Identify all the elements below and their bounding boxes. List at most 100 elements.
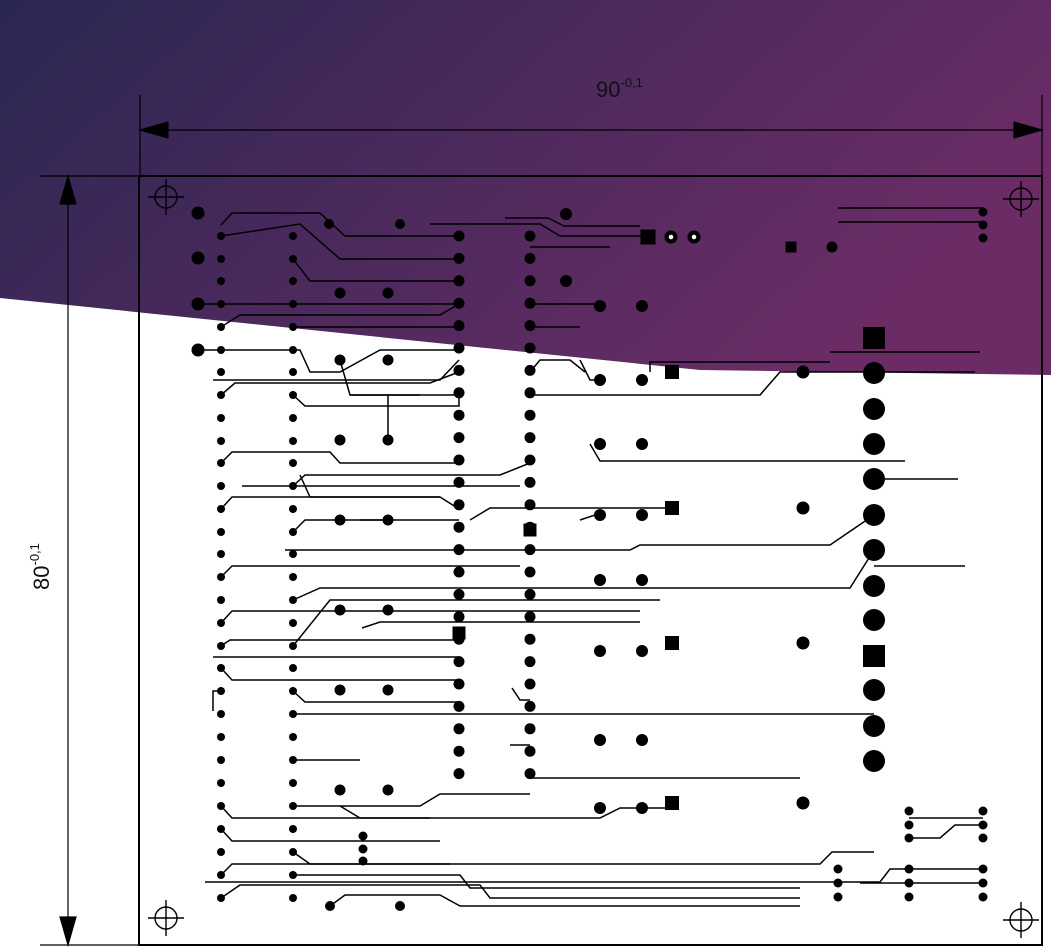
header-pad (833, 864, 843, 874)
header-pad (904, 864, 914, 874)
resistor-pad (289, 482, 297, 490)
connector-pad (191, 343, 205, 357)
component-pad (636, 509, 648, 521)
resistor-pad (289, 232, 297, 240)
arrowhead-icon (59, 916, 77, 948)
component-pad (636, 734, 648, 746)
resistor-pad (289, 437, 297, 445)
trace (293, 874, 800, 889)
component-pad (358, 844, 368, 854)
resistor-pad (289, 550, 297, 558)
trace (292, 258, 459, 282)
header-pad (453, 745, 465, 757)
header-pad (524, 364, 536, 376)
header-gradient-banner (0, 0, 1051, 375)
trace (293, 793, 530, 807)
trace (220, 565, 520, 578)
trace (292, 690, 459, 703)
connector-pad (863, 398, 885, 420)
resistor-pad (289, 346, 297, 354)
resistor-pad (289, 505, 297, 513)
component-pad (382, 784, 394, 796)
header-pad (453, 409, 465, 421)
trace (220, 610, 640, 624)
height-dimension (40, 173, 140, 948)
trace (469, 507, 672, 521)
crosshair-mount-hole-icon (148, 179, 184, 215)
resistor-pad (217, 550, 225, 558)
header-pad (453, 432, 465, 444)
ring-pad-hole (691, 234, 697, 240)
resistor-pad (289, 871, 297, 879)
component-pad (636, 374, 648, 386)
connector-pad (191, 206, 205, 220)
header-pad (524, 454, 536, 466)
connector-pad (863, 750, 885, 772)
component-pad (395, 901, 405, 911)
ring-pad-hole (668, 234, 674, 240)
component-pad (560, 208, 572, 220)
header-pad (453, 275, 465, 287)
resistor-pad (217, 300, 225, 308)
component-pad (382, 287, 394, 299)
height-dimension-label: 80-0,1 (27, 543, 54, 590)
trace (530, 371, 975, 396)
resistor-pad (217, 619, 225, 627)
connector-pad (863, 362, 885, 384)
trace (339, 805, 672, 819)
component-pad (382, 684, 394, 696)
resistor-pad (217, 710, 225, 718)
mounting-holes (148, 179, 1039, 938)
header-pad (524, 656, 536, 668)
header-pad (453, 252, 465, 264)
trace (220, 639, 459, 647)
resistor-pad (289, 642, 297, 650)
trace (220, 863, 450, 876)
resistor-pad (217, 573, 225, 581)
resistor-pad (217, 596, 225, 604)
component-pad (334, 287, 346, 299)
board-outline (138, 175, 1043, 946)
trace (299, 474, 311, 498)
connector-pad (191, 297, 205, 311)
header-pad (524, 297, 536, 309)
component-pad (796, 636, 810, 650)
resistor-pad (289, 619, 297, 627)
connector-pad (863, 539, 885, 561)
trace (589, 443, 905, 462)
component-pad (334, 684, 346, 696)
header-pad (524, 768, 536, 780)
component-pad (334, 434, 346, 446)
component-pad (334, 784, 346, 796)
trace (909, 824, 983, 839)
resistor-pad (217, 391, 225, 399)
component-pad (334, 604, 346, 616)
trace (292, 519, 459, 533)
component-pad (594, 438, 606, 450)
header-pad (524, 387, 536, 399)
header-pad (904, 833, 914, 843)
header-pad (453, 387, 465, 399)
header-pad (453, 566, 465, 578)
component-pad (382, 354, 394, 366)
resistor-pad (217, 505, 225, 513)
trace (511, 687, 530, 701)
trace (292, 549, 875, 601)
component-pad (594, 374, 606, 386)
trace (198, 349, 459, 373)
connector-pad (863, 575, 885, 597)
resistor-pad (289, 573, 297, 581)
resistor-pad (289, 825, 297, 833)
header-pad (453, 476, 465, 488)
component-pad (826, 241, 838, 253)
width-dimension-label: 90-0,1 (596, 75, 643, 102)
resistor-pad (289, 391, 297, 399)
trace (220, 805, 430, 819)
header-pad (978, 233, 988, 243)
connector-pad (863, 679, 885, 701)
arrowhead-icon (59, 173, 77, 205)
arrowhead-icon (137, 121, 169, 139)
header-square-pad (523, 523, 537, 537)
header-pad (524, 544, 536, 556)
header-pad (978, 220, 988, 230)
